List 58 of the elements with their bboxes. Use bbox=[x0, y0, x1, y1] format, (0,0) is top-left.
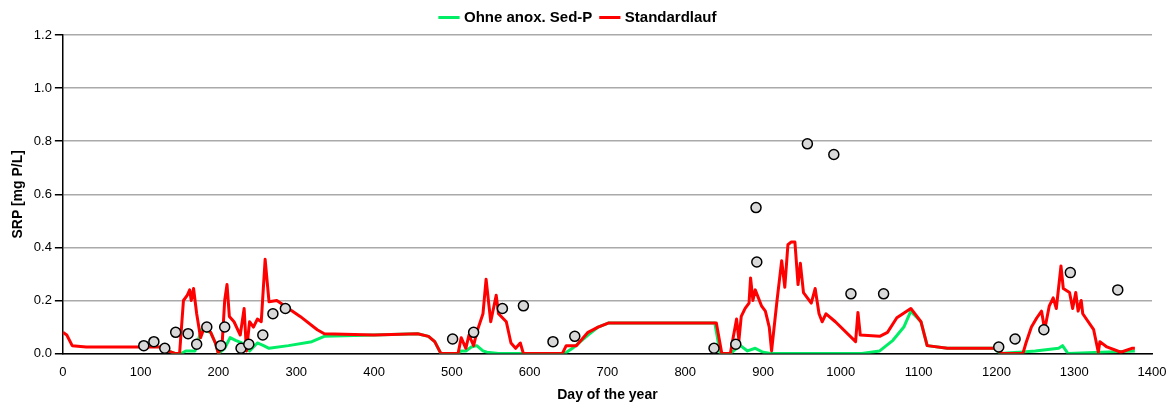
point bbox=[446, 333, 459, 345]
point bbox=[828, 148, 840, 161]
point bbox=[496, 302, 509, 315]
y-axis-title: SRP [mg P/L] bbox=[9, 150, 26, 239]
point bbox=[845, 288, 857, 300]
x-tick-label: 1100 bbox=[904, 363, 933, 379]
point bbox=[201, 321, 213, 333]
point bbox=[992, 341, 1005, 353]
x-tick-label: 200 bbox=[207, 363, 230, 379]
point bbox=[877, 288, 890, 300]
y-tick-label: 0.4 bbox=[33, 238, 52, 254]
point bbox=[1064, 266, 1077, 279]
point bbox=[467, 326, 480, 339]
x-axis-title: Day of the year bbox=[557, 386, 659, 403]
y-tick-label: 1.2 bbox=[33, 26, 52, 42]
point bbox=[215, 339, 227, 352]
y-tick-label: 0.6 bbox=[33, 185, 52, 201]
point bbox=[730, 338, 742, 351]
point bbox=[1009, 333, 1021, 345]
legend-label: Ohne anox. Sed-P bbox=[463, 7, 593, 25]
x-tick-label: 300 bbox=[285, 363, 308, 379]
x-tick-label: 0 bbox=[59, 363, 67, 379]
point bbox=[218, 321, 231, 333]
x-tick-label: 1300 bbox=[1059, 363, 1089, 379]
point bbox=[750, 201, 762, 214]
x-tick-label: 400 bbox=[363, 363, 385, 379]
y-tick-label: 0.2 bbox=[33, 292, 52, 308]
point bbox=[159, 342, 171, 354]
point bbox=[169, 326, 182, 339]
x-tick-label: 600 bbox=[518, 363, 541, 379]
point bbox=[257, 329, 269, 341]
y-tick-label: 0.0 bbox=[33, 345, 52, 361]
point bbox=[801, 138, 814, 150]
point bbox=[243, 338, 255, 351]
point bbox=[1112, 284, 1124, 296]
x-tick-label: 1200 bbox=[981, 363, 1011, 379]
point bbox=[1038, 323, 1050, 336]
x-tick-label: 500 bbox=[440, 363, 463, 379]
x-tick-label: 1000 bbox=[826, 363, 856, 379]
point bbox=[267, 308, 279, 320]
x-tick-label: 100 bbox=[129, 363, 152, 379]
x-tick-label: 900 bbox=[752, 363, 774, 379]
point bbox=[751, 256, 763, 268]
point bbox=[138, 339, 150, 352]
x-tick-label: 1400 bbox=[1137, 363, 1167, 379]
y-tick-label: 0.8 bbox=[33, 132, 52, 148]
point bbox=[148, 335, 160, 348]
point bbox=[182, 327, 194, 340]
x-tick-label: 800 bbox=[674, 363, 697, 379]
y-tick-label: 1.0 bbox=[33, 79, 52, 95]
x-tick-label: 700 bbox=[596, 363, 619, 379]
point bbox=[569, 330, 581, 343]
point bbox=[517, 300, 530, 312]
point bbox=[708, 342, 720, 354]
legend-label: Standardlauf bbox=[624, 7, 718, 25]
point bbox=[279, 302, 292, 315]
point bbox=[190, 338, 203, 351]
point bbox=[547, 335, 559, 348]
